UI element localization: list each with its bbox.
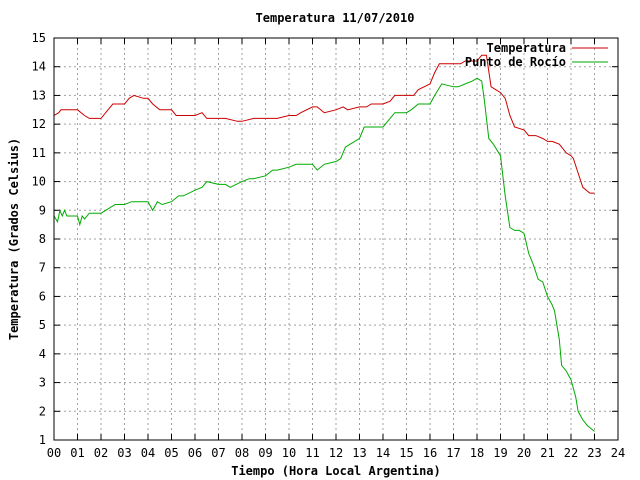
series-line-punto-de-rocio [53, 77, 595, 432]
plot-frame [53, 37, 619, 441]
y-tick-label: 3 [39, 376, 46, 390]
x-tick-label: 24 [611, 446, 625, 460]
x-tick-label: 01 [70, 446, 84, 460]
y-tick-label: 15 [32, 31, 46, 45]
y-tick-label: 9 [39, 203, 46, 217]
y-tick-label: 10 [32, 175, 46, 189]
x-tick-label: 14 [376, 446, 390, 460]
series-line-temperatura [53, 54, 595, 194]
x-tick-label: 06 [188, 446, 202, 460]
x-tick-label: 10 [282, 446, 296, 460]
x-tick-labels: 00 01 02 03 04 05 06 07 08 09 10 11 12 13 14 15 16 17 18 19… [47, 446, 625, 460]
y-tick-label: 5 [39, 318, 46, 332]
x-tick-label: 11 [305, 446, 319, 460]
x-axis-label: Tiempo (Hora Local Argentina) [231, 464, 441, 478]
y-tick-label: 7 [39, 261, 46, 275]
series-lines [53, 54, 595, 432]
y-tick-label: 14 [32, 60, 46, 74]
x-tick-label: 17 [446, 446, 460, 460]
y-tick-label: 11 [32, 146, 46, 160]
x-tick-label: 16 [423, 446, 437, 460]
x-tick-label: 22 [564, 446, 578, 460]
x-tick-label: 12 [329, 446, 343, 460]
x-tick-label: 08 [235, 446, 249, 460]
y-tick-label: 4 [39, 347, 46, 361]
y-tick-label: 6 [39, 289, 46, 303]
x-tick-label: 07 [211, 446, 225, 460]
x-tick-label: 18 [470, 446, 484, 460]
x-tick-label: 21 [540, 446, 554, 460]
x-tick-label: 23 [587, 446, 601, 460]
x-tick-label: 09 [258, 446, 272, 460]
legend-label-temperatura: Temperatura [487, 41, 566, 55]
x-tick-label: 13 [352, 446, 366, 460]
x-tick-label: 15 [399, 446, 413, 460]
y-tick-label: 8 [39, 232, 46, 246]
y-tick-label: 2 [39, 404, 46, 418]
y-tick-label: 12 [32, 117, 46, 131]
x-tick-label: 20 [517, 446, 531, 460]
x-tick-label: 02 [94, 446, 108, 460]
chart-title: Temperatura 11/07/2010 [256, 11, 415, 25]
y-tick-label: 13 [32, 88, 46, 102]
x-tick-label: 05 [164, 446, 178, 460]
legend: Temperatura Punto de Rocío [465, 41, 608, 69]
y-axis-label: Temperatura (Grados Celsius) [7, 138, 21, 340]
y-tick-label: 1 [39, 433, 46, 447]
grid [53, 37, 619, 441]
x-tick-label: 19 [493, 446, 507, 460]
x-tick-label: 03 [117, 446, 131, 460]
x-tick-label: 04 [141, 446, 155, 460]
legend-label-punto-de-rocio: Punto de Rocío [465, 55, 566, 69]
x-tick-label: 00 [47, 446, 61, 460]
